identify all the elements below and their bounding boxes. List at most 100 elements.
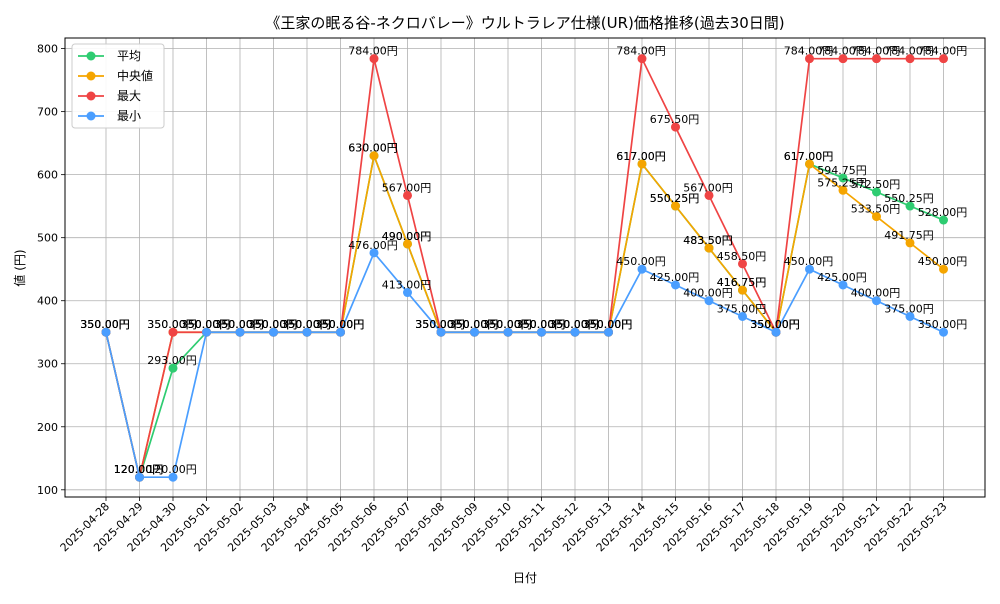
y-axis-label: 値 (円) bbox=[12, 249, 27, 286]
data-point bbox=[838, 185, 848, 195]
data-point bbox=[805, 159, 814, 169]
data-point bbox=[939, 264, 948, 274]
legend-marker bbox=[86, 51, 96, 61]
data-point bbox=[905, 54, 915, 64]
data-label-layer: 350.00円120.00円293.00円350.00円350.00円350.0… bbox=[80, 45, 967, 477]
data-label: 350.00円 bbox=[750, 318, 800, 331]
legend-marker bbox=[86, 111, 96, 121]
data-point bbox=[838, 280, 848, 290]
data-label: 350.00円 bbox=[583, 318, 633, 331]
data-point bbox=[336, 327, 345, 337]
data-label: 350.00円 bbox=[214, 318, 264, 331]
data-label: 567.00円 bbox=[382, 181, 432, 194]
data-label: 400.00円 bbox=[851, 287, 901, 300]
data-label: 375.00円 bbox=[884, 302, 934, 315]
data-point bbox=[168, 327, 178, 337]
data-point bbox=[939, 327, 948, 337]
data-label: 350.00円 bbox=[482, 318, 532, 331]
series-line bbox=[105, 152, 945, 478]
data-point bbox=[235, 327, 245, 337]
data-point bbox=[168, 363, 178, 373]
data-label: 350.00円 bbox=[583, 318, 633, 331]
legend-box bbox=[71, 43, 165, 129]
data-point bbox=[738, 285, 747, 295]
data-label: 350.00円 bbox=[181, 318, 231, 331]
data-point bbox=[202, 327, 211, 337]
data-label: 350.00円 bbox=[147, 318, 197, 331]
data-label: 350.00円 bbox=[449, 318, 499, 331]
data-label: 350.00円 bbox=[214, 318, 264, 331]
data-label: 784.00円 bbox=[817, 45, 867, 58]
data-point bbox=[872, 54, 881, 64]
data-point bbox=[637, 264, 647, 274]
data-label: 784.00円 bbox=[918, 45, 968, 58]
data-point bbox=[369, 151, 379, 161]
data-label: 784.00円 bbox=[884, 45, 934, 58]
data-label: 350.00円 bbox=[214, 318, 264, 331]
data-point bbox=[537, 327, 546, 337]
data-label: 350.00円 bbox=[147, 318, 197, 331]
data-label: 567.00円 bbox=[683, 181, 733, 194]
data-point bbox=[738, 259, 747, 269]
data-label: 350.00円 bbox=[248, 318, 298, 331]
data-label: 350.00円 bbox=[449, 318, 499, 331]
data-label: 350.00円 bbox=[750, 318, 800, 331]
data-point bbox=[135, 472, 144, 482]
data-label: 784.00円 bbox=[784, 45, 834, 58]
data-label: 450.00円 bbox=[784, 255, 834, 268]
data-label: 490.00円 bbox=[382, 230, 432, 243]
data-label: 350.00円 bbox=[415, 318, 465, 331]
data-label: 458.50円 bbox=[717, 250, 767, 263]
data-point bbox=[269, 327, 278, 337]
y-tick-label: 100 bbox=[37, 484, 58, 497]
data-label: 476.00円 bbox=[348, 239, 398, 252]
data-label: 350.00円 bbox=[281, 318, 331, 331]
data-label: 350.00円 bbox=[80, 318, 130, 331]
data-label: 425.00円 bbox=[650, 271, 700, 284]
data-label: 350.00円 bbox=[281, 318, 331, 331]
data-point bbox=[403, 239, 412, 249]
data-label: 375.00円 bbox=[717, 302, 767, 315]
data-point bbox=[302, 327, 312, 337]
data-label: 350.00円 bbox=[750, 318, 800, 331]
data-label: 350.00円 bbox=[549, 318, 599, 331]
data-label: 350.00円 bbox=[281, 318, 331, 331]
data-point bbox=[805, 54, 814, 64]
data-point bbox=[671, 201, 680, 211]
data-label: 784.00円 bbox=[851, 45, 901, 58]
data-point bbox=[369, 248, 379, 258]
data-label: 350.00円 bbox=[415, 318, 465, 331]
data-label: 483.50円 bbox=[683, 234, 733, 247]
data-label: 350.00円 bbox=[281, 318, 331, 331]
data-label: 572.50円 bbox=[851, 178, 901, 191]
data-point bbox=[704, 243, 714, 253]
data-label: 491.75円 bbox=[884, 229, 934, 242]
data-label: 350.00円 bbox=[315, 318, 365, 331]
data-label: 350.00円 bbox=[315, 318, 365, 331]
data-label: 630.00円 bbox=[348, 142, 398, 155]
data-label: 350.00円 bbox=[80, 318, 130, 331]
data-label: 350.00円 bbox=[181, 318, 231, 331]
data-label: 350.00円 bbox=[482, 318, 532, 331]
y-tick-label: 300 bbox=[37, 358, 58, 371]
data-point bbox=[369, 54, 379, 64]
data-label: 617.00円 bbox=[616, 150, 666, 163]
data-point bbox=[503, 327, 513, 337]
data-label: 350.00円 bbox=[248, 318, 298, 331]
data-point bbox=[470, 327, 479, 337]
data-point bbox=[704, 296, 714, 306]
grid-layer bbox=[65, 38, 985, 497]
data-label: 416.75円 bbox=[717, 276, 767, 289]
plot-frame bbox=[64, 37, 986, 498]
chart-title: 《王家の眠る谷-ネクロバレー》ウルトラレア仕様(UR)価格推移(過去30日間) bbox=[265, 14, 784, 32]
data-point bbox=[939, 54, 948, 64]
data-label: 350.00円 bbox=[583, 318, 633, 331]
data-label: 400.00円 bbox=[683, 287, 733, 300]
data-point bbox=[101, 327, 111, 337]
data-label: 350.00円 bbox=[918, 318, 968, 331]
data-point bbox=[671, 122, 680, 132]
data-label: 490.00円 bbox=[382, 230, 432, 243]
